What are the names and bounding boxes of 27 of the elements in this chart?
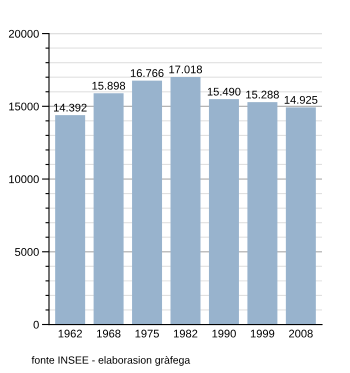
bar <box>55 115 86 325</box>
y-tick-label: 0 <box>34 320 39 329</box>
x-tick-label: 1990 <box>212 330 236 338</box>
y-tick-label: 20000 <box>8 30 39 38</box>
bar <box>170 76 200 325</box>
bar <box>208 99 239 325</box>
data-label: 16.766 <box>130 69 164 78</box>
data-label: 15.288 <box>246 90 279 99</box>
bar <box>247 102 278 325</box>
bar <box>286 107 316 325</box>
x-tick-label: 2008 <box>289 330 313 338</box>
x-tick-label: 1975 <box>136 330 159 338</box>
bar <box>94 93 124 325</box>
x-tick-label: 1982 <box>174 330 198 338</box>
bar <box>132 80 162 325</box>
x-tick-label: 1999 <box>250 330 274 338</box>
y-tick-label: 10000 <box>9 175 39 184</box>
data-label: 15.898 <box>92 82 126 90</box>
y-tick-label: 5000 <box>15 248 39 256</box>
data-label: 14.925 <box>284 96 318 104</box>
x-tick-label: 1968 <box>97 330 120 338</box>
data-label: 15.490 <box>208 88 241 96</box>
data-label: 17.018 <box>169 65 202 74</box>
y-tick-label: 15000 <box>9 102 39 110</box>
data-label: 14.392 <box>54 104 87 112</box>
source-note: fonte INSEE - elaborasion gràfega <box>32 356 190 366</box>
x-tick-label: 1962 <box>58 330 82 338</box>
